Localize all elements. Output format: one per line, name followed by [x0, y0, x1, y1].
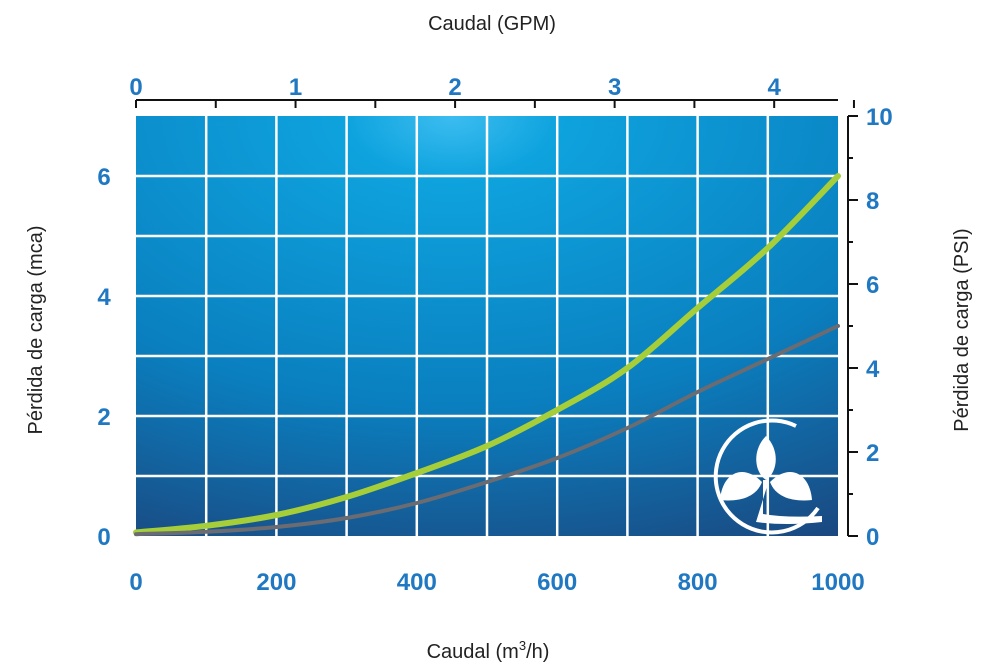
top-axis-tick-label: 4 — [768, 74, 782, 101]
bottom-axis-tick-label: 800 — [678, 569, 718, 596]
logo-stem — [756, 480, 822, 524]
left-axis-title: Pérdida de carga (mca) — [25, 226, 47, 435]
left-axis-tick-label: 6 — [97, 164, 110, 191]
logo-ring — [713, 418, 820, 535]
bottom-axis-tick-label: 0 — [129, 569, 142, 596]
bottom-axis-tick-label: 600 — [537, 569, 577, 596]
top-axis-tick-label: 0 — [129, 74, 142, 101]
top-axis-tick-label: 2 — [448, 74, 461, 101]
right-axis-tick-label: 4 — [866, 356, 880, 383]
series-line-2 — [134, 324, 840, 537]
plant-sprout-logo-icon — [713, 418, 822, 535]
right-axis-title: Pérdida de carga (PSI) — [951, 228, 973, 431]
bottom-axis-tick-label: 1000 — [811, 569, 864, 596]
right-axis-tick-label: 6 — [866, 272, 879, 299]
series-lines — [133, 173, 841, 537]
right-axis-tick-label: 2 — [866, 440, 879, 467]
top-axis-tick-label: 3 — [608, 74, 621, 101]
bottom-axis-title: Caudal (m3/h) — [427, 638, 550, 663]
logo-leaf-top — [756, 436, 776, 480]
bottom-axis-tick-label: 200 — [256, 569, 296, 596]
right-axis-tick-label: 8 — [866, 188, 879, 215]
right-axis-tick-label: 10 — [866, 104, 893, 131]
left-axis-tick-label: 2 — [97, 404, 110, 431]
top-axis-title: Caudal (GPM) — [428, 13, 556, 35]
bottom-axis-tick-label: 400 — [397, 569, 437, 596]
top-axis-tick-label: 1 — [289, 74, 302, 101]
left-axis-tick-label: 4 — [97, 284, 111, 311]
grid — [136, 116, 838, 536]
right-axis-tick-label: 0 — [866, 524, 879, 551]
logo-leaf-left — [720, 471, 762, 501]
left-axis-tick-label: 0 — [97, 524, 110, 551]
logo-leaf-right — [770, 471, 812, 501]
axes — [135, 99, 858, 537]
series-line-1 — [133, 173, 841, 536]
